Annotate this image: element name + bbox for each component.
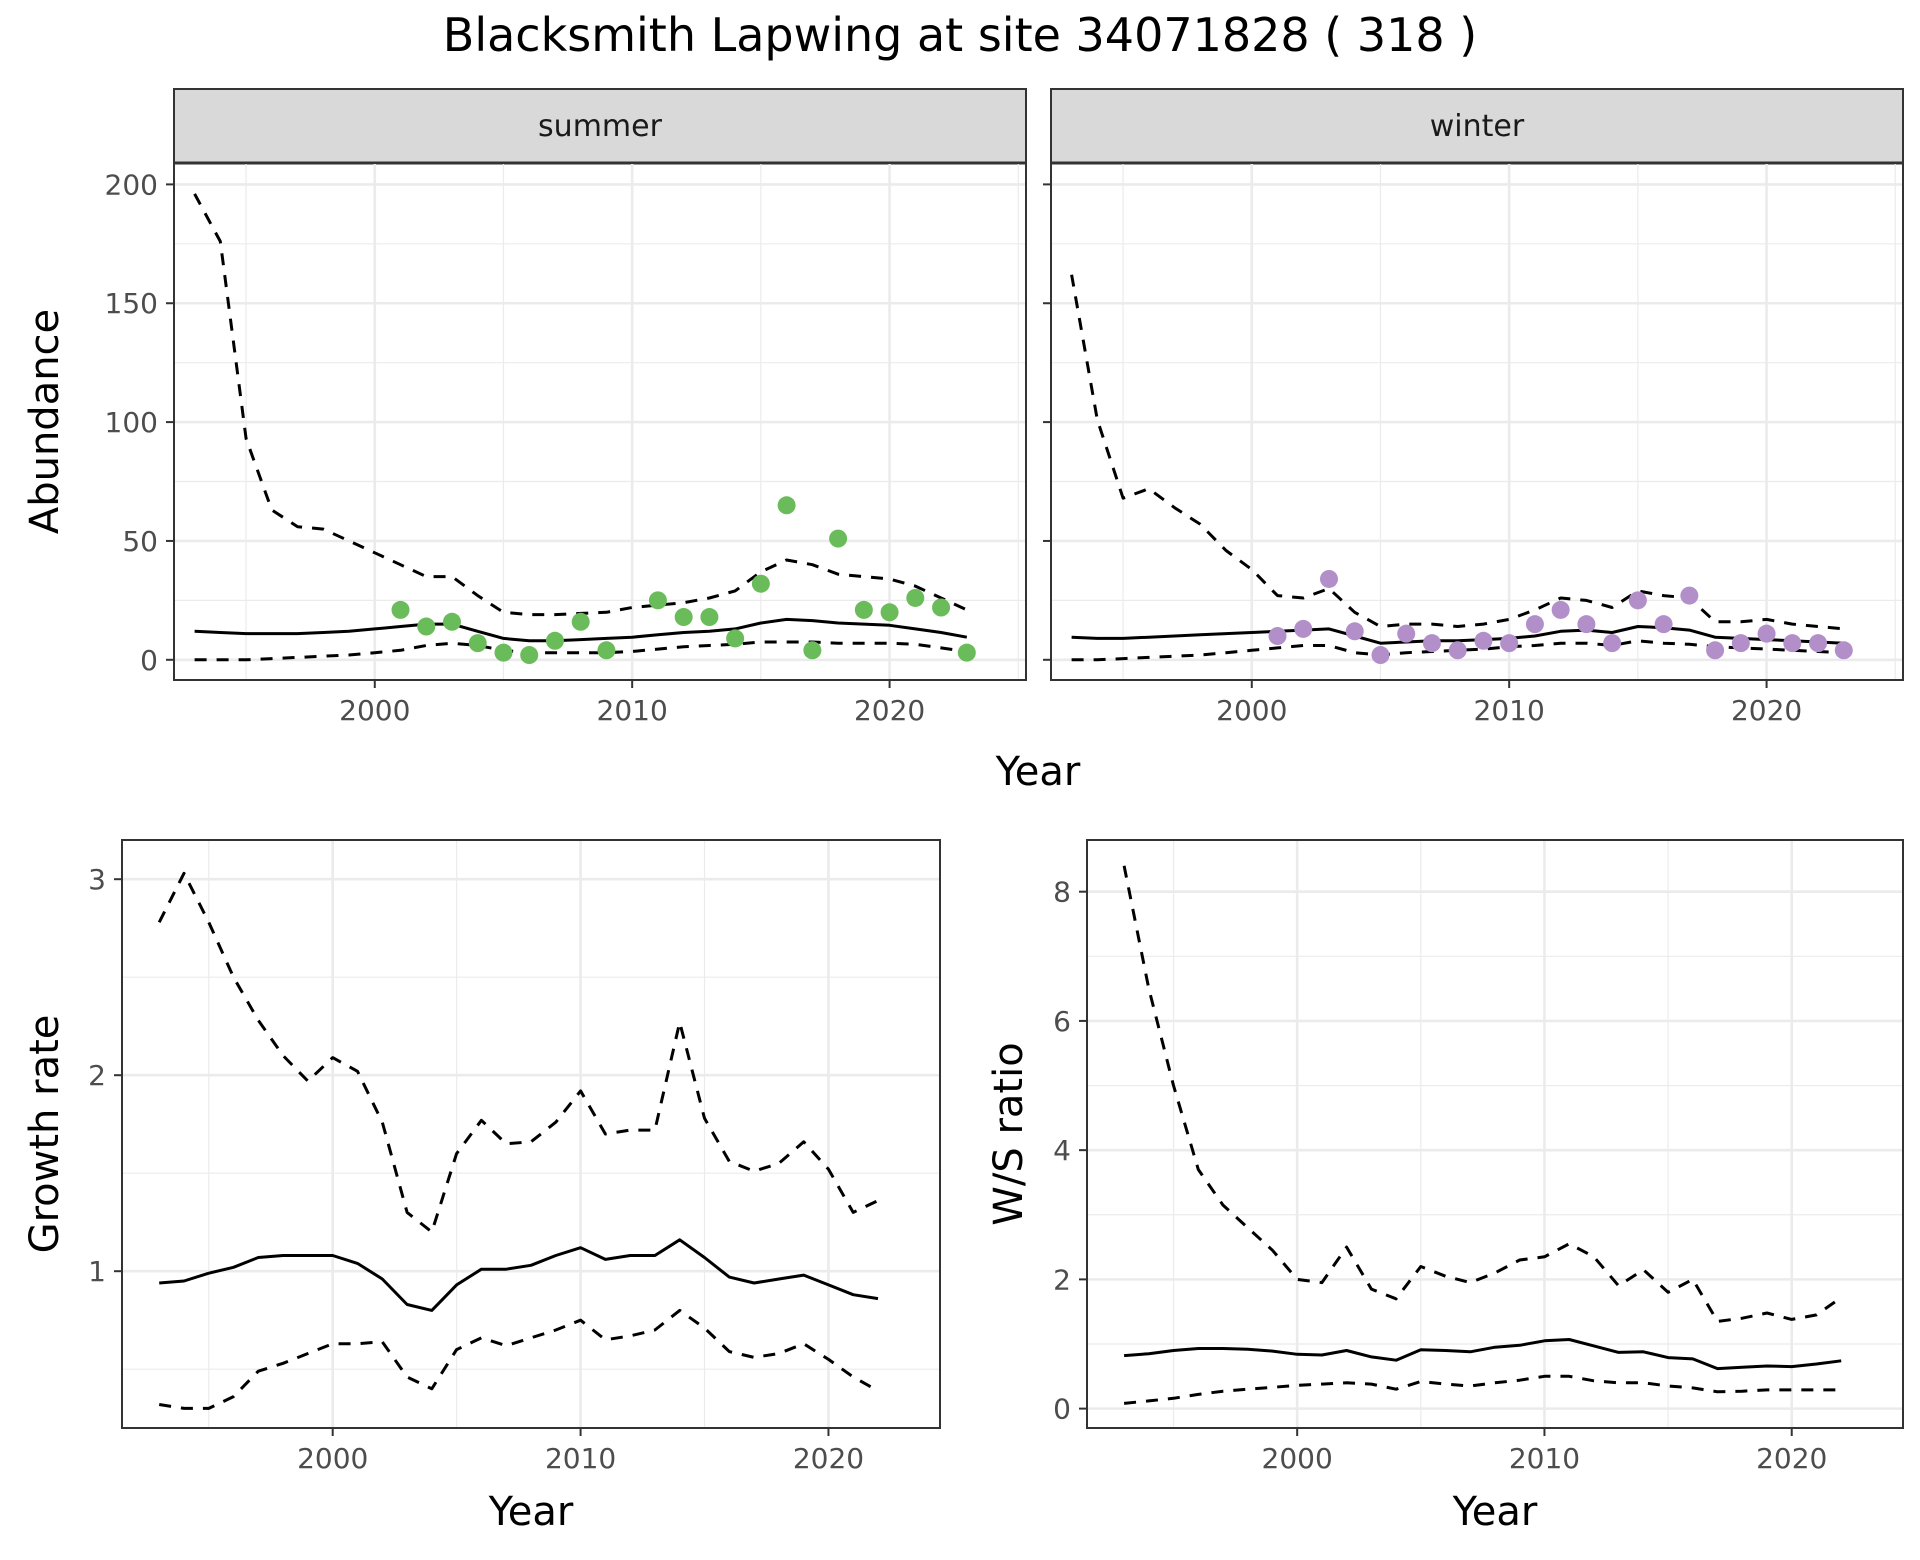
observed-point (1474, 631, 1493, 650)
panel-ws-ratio: 2000 2010 2020 0 2 4 6 8 Year W/S ratio (986, 839, 1904, 1535)
observed-point (1757, 624, 1776, 643)
observed-point (880, 603, 899, 622)
x-tick-label: 2000 (297, 1442, 368, 1475)
y-axis-label: Abundance (22, 309, 68, 534)
x-axis-label: Year (1452, 1489, 1538, 1535)
observed-point (1268, 627, 1287, 646)
observed-point (1783, 634, 1802, 653)
y-tick-label: 50 (122, 525, 158, 558)
upper-bound-line (1122, 865, 1843, 1323)
observed-point (1500, 634, 1519, 653)
observed-point (1628, 591, 1647, 610)
y-tick-label: 0 (140, 644, 158, 677)
y-tick-label: 150 (105, 287, 158, 320)
observed-point (442, 612, 461, 631)
observed-point (1397, 624, 1416, 643)
facet-strip-label: summer (538, 109, 663, 144)
y-tick-label: 0 (1053, 1393, 1071, 1426)
x-tick-label: 2010 (1474, 694, 1545, 727)
y-tick-label: 1 (88, 1255, 106, 1288)
observed-point (932, 598, 951, 617)
y-tick-label: 100 (105, 406, 158, 439)
observed-point (700, 608, 719, 627)
y-axis-label: W/S ratio (986, 1042, 1032, 1225)
x-tick-label: 2010 (545, 1442, 616, 1475)
observed-point (1706, 641, 1725, 660)
y-axis-label: Growth rate (22, 1015, 68, 1254)
observed-point (520, 646, 539, 665)
fit-line (1071, 625, 1844, 645)
observed-point (468, 634, 487, 653)
observed-point (597, 641, 616, 660)
observed-point (674, 608, 693, 627)
observed-point (1448, 641, 1467, 660)
x-tick-label: 2010 (1509, 1442, 1580, 1475)
observed-point (1834, 641, 1853, 660)
observed-point (1654, 615, 1673, 634)
y-tick-label: 4 (1053, 1134, 1071, 1167)
fit-line (194, 617, 968, 643)
lower-bound-line (158, 1308, 879, 1410)
x-tick-label: 2000 (339, 694, 410, 727)
observed-point (391, 600, 410, 619)
y-tick-label: 8 (1053, 876, 1071, 909)
x-axis-label: Year (488, 1489, 574, 1535)
observed-point (1525, 615, 1544, 634)
x-tick-label: 2000 (1262, 1442, 1333, 1475)
observed-point (906, 588, 925, 607)
x-tick-label: 2020 (854, 694, 925, 727)
fit-line (159, 1238, 879, 1312)
observed-point (751, 574, 770, 593)
observed-point (648, 591, 667, 610)
y-tick-label: 6 (1053, 1005, 1071, 1038)
x-tick-label: 2010 (597, 694, 668, 727)
panel-winter-abundance: winter 2000 2010 2020 (1043, 88, 1904, 727)
observed-point (1371, 646, 1390, 665)
observed-point (417, 617, 436, 636)
x-tick-label: 2020 (1731, 694, 1802, 727)
x-tick-label: 2020 (793, 1442, 864, 1475)
upper-bound-line (193, 193, 968, 617)
y-tick-label: 3 (88, 863, 106, 896)
upper-bound-line (1070, 274, 1844, 631)
chart-title: Blacksmith Lapwing at site 34071828 ( 31… (442, 8, 1478, 62)
observed-point (571, 612, 590, 631)
y-tick-label: 200 (105, 168, 158, 201)
upper-bound-line (157, 871, 879, 1234)
observed-point (1294, 619, 1313, 638)
observed-point (854, 600, 873, 619)
panel-border (1086, 839, 1904, 1429)
observed-point (494, 643, 513, 662)
panel-summer-abundance: summer 2000 2010 2020 0 50 100 150 200 Abundance (22, 88, 1027, 727)
panel-growth-rate: 2000 2010 2020 1 2 3 Year Growth rate (22, 839, 941, 1535)
y-tick-label: 2 (88, 1059, 106, 1092)
x-tick-label: 2020 (1756, 1442, 1827, 1475)
x-axis-label-shared: Year (995, 749, 1081, 795)
lower-bound-line (1123, 1374, 1842, 1405)
observed-point (545, 631, 564, 650)
panel-border (121, 839, 941, 1429)
observed-point (803, 641, 822, 660)
observed-point (1551, 600, 1570, 619)
facet-strip (173, 88, 1027, 164)
x-tick-label: 2000 (1216, 694, 1287, 727)
facet-strip-label: winter (1430, 109, 1525, 144)
observed-point (1809, 634, 1828, 653)
observed-point (957, 643, 976, 662)
observed-point (777, 496, 796, 515)
observed-point (1577, 615, 1596, 634)
shared-axis-labels: Year (995, 749, 1081, 795)
lower-bound-line (194, 640, 968, 662)
observed-point (1680, 586, 1699, 605)
observed-point (1422, 634, 1441, 653)
observed-point (829, 529, 848, 548)
observed-point (1603, 634, 1622, 653)
observed-point (726, 629, 745, 648)
observed-point (1319, 569, 1338, 588)
observed-point (1731, 634, 1750, 653)
fit-line (1123, 1338, 1842, 1371)
y-tick-label: 2 (1053, 1263, 1071, 1296)
observed-point (1345, 622, 1364, 641)
